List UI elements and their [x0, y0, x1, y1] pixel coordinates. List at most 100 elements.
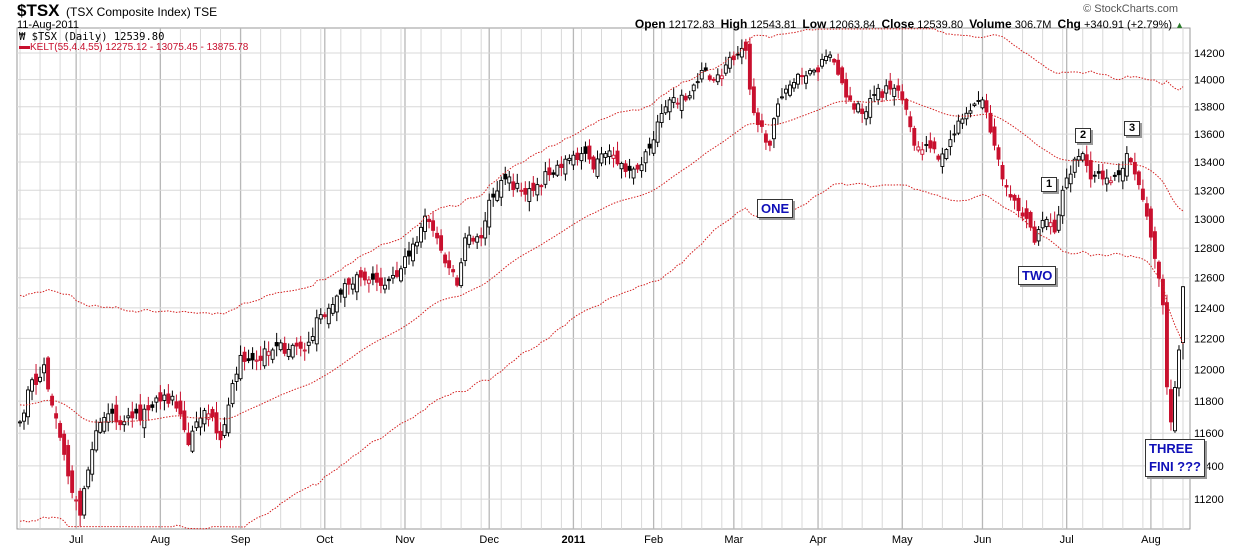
legend-price: ₩ $TSX (Daily) 12539.80 — [19, 31, 164, 43]
candle-body — [471, 237, 476, 242]
candle-body — [334, 295, 339, 313]
candle-body — [635, 164, 640, 170]
candle-body — [1128, 158, 1133, 163]
candle-body — [647, 143, 652, 149]
candle-body — [771, 118, 776, 140]
candle-body — [22, 412, 26, 422]
x-tick-label: Jul — [1060, 534, 1074, 546]
annotation-2: 2 — [1075, 128, 1092, 143]
candle-body — [1132, 162, 1137, 175]
candle-body — [575, 152, 580, 161]
candle-body — [126, 415, 131, 419]
candle-body — [110, 408, 115, 414]
candle-body — [146, 405, 151, 411]
candle-body — [278, 342, 283, 351]
candle-body — [747, 43, 752, 90]
candle-body — [824, 55, 829, 62]
candle-body — [968, 110, 973, 114]
candle-body — [944, 149, 949, 160]
candle-body — [503, 173, 508, 180]
candle-body — [114, 404, 119, 423]
candle-body — [547, 167, 552, 176]
candle-body — [511, 181, 516, 191]
candle-body — [755, 112, 760, 125]
x-tick-label: Jun — [974, 534, 992, 546]
candle-body — [1104, 177, 1109, 185]
candle-body — [1008, 194, 1013, 198]
candle-body — [976, 100, 981, 102]
legend-price-label: $TSX (Daily) 12539.80 — [31, 31, 165, 43]
candle-body — [1040, 219, 1045, 229]
candle-body — [190, 430, 195, 452]
candle-body — [258, 355, 263, 361]
candle-body — [651, 139, 656, 154]
candle-body — [467, 234, 472, 245]
candle-body — [214, 412, 219, 434]
candle-body — [804, 75, 808, 84]
high-label: High — [720, 17, 748, 31]
candle-body — [775, 103, 780, 117]
candle-body — [78, 490, 83, 516]
candle-body — [86, 469, 91, 488]
candle-body — [326, 307, 331, 325]
candle-body — [703, 67, 708, 71]
candle-body — [290, 344, 295, 358]
candle-body — [984, 100, 989, 113]
x-tick-label: May — [892, 534, 913, 546]
candle-body — [266, 351, 271, 356]
candle-body — [38, 376, 43, 382]
y-tick-label: 11600 — [1194, 428, 1224, 440]
candle-body — [262, 348, 267, 367]
candle-body — [571, 154, 576, 166]
candle-body — [374, 272, 379, 283]
candle-body — [563, 158, 568, 175]
candle-body — [447, 260, 452, 269]
candle-body — [350, 283, 355, 290]
candle-body — [142, 408, 147, 429]
candle-body — [980, 99, 985, 109]
candle-body — [246, 358, 251, 362]
candle-body — [884, 85, 889, 94]
y-tick-label: 12400 — [1194, 303, 1225, 315]
candle-body — [362, 271, 367, 281]
close-value: 12539.80 — [917, 19, 964, 31]
candle-body — [1156, 261, 1161, 279]
candle-body — [18, 421, 22, 424]
candle-body — [579, 153, 584, 162]
candle-body — [194, 421, 199, 429]
ohlc-summary: Open 12172.83 High 12543.81 Low 12063.84… — [635, 17, 1184, 31]
candle-body — [391, 275, 395, 279]
candle-body — [792, 82, 796, 89]
candle-body — [960, 118, 965, 124]
candle-body — [306, 341, 311, 346]
legend-kelt: KELT(55,4.4,55) 12275.12 - 13075.45 - 13… — [19, 42, 248, 53]
candle-body — [888, 80, 893, 90]
candle-body — [675, 102, 680, 105]
candle-body — [832, 58, 837, 63]
candle-body — [170, 395, 175, 401]
candle-body — [1100, 170, 1105, 180]
candle-body — [784, 88, 788, 94]
y-tick-label: 13200 — [1194, 185, 1225, 197]
candle-body — [274, 342, 279, 347]
candle-body — [1080, 153, 1085, 161]
candle-body — [150, 404, 155, 408]
candle-body — [82, 488, 87, 516]
candle-body — [715, 74, 720, 83]
candle-body — [182, 410, 187, 431]
candle-body — [1032, 226, 1037, 243]
candle-body — [1088, 160, 1093, 180]
x-tick-label: Dec — [479, 534, 499, 546]
candle-body — [892, 87, 897, 97]
candle-body — [928, 140, 933, 149]
candle-body — [631, 168, 636, 179]
candle-body — [1020, 212, 1025, 217]
candle-body — [691, 84, 696, 92]
candle-body — [354, 274, 359, 293]
candle-body — [451, 269, 456, 273]
candle-body — [366, 279, 371, 284]
candle-body — [567, 157, 572, 161]
candle-body — [122, 421, 127, 426]
candle-body — [423, 215, 427, 232]
candle-body — [166, 393, 171, 404]
